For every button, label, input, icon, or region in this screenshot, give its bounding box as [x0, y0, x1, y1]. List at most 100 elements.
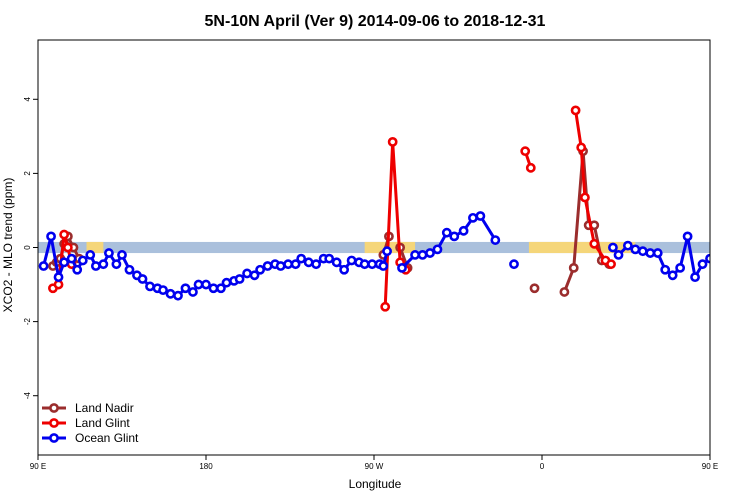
data-point [397, 262, 407, 273]
y-tick-label: 2 [23, 171, 32, 176]
data-point [660, 264, 671, 275]
data-point [117, 250, 127, 260]
data-point [111, 259, 122, 270]
data-point [652, 248, 663, 258]
data-point [283, 259, 294, 270]
data-point [378, 261, 389, 271]
data-point [637, 246, 648, 257]
data-point [77, 255, 88, 266]
series-line-0-5 [729, 262, 733, 279]
data-point [216, 283, 226, 294]
data-point [38, 261, 49, 271]
series-ocean-glint [38, 211, 750, 301]
data-point [580, 192, 590, 203]
data-point [53, 272, 64, 283]
legend-swatch-marker [49, 418, 59, 428]
data-point [410, 250, 420, 260]
data-point [714, 259, 721, 266]
data-point [290, 259, 301, 270]
data-point [62, 242, 73, 253]
series-land-glint [48, 105, 750, 312]
data-point [475, 211, 486, 221]
data-point [733, 261, 740, 268]
data-point [124, 264, 135, 275]
data-point [697, 259, 708, 270]
data-point [303, 257, 314, 268]
data-point [520, 146, 531, 157]
data-point [441, 227, 452, 238]
data-point [570, 105, 581, 116]
data-point [490, 235, 501, 245]
data-point [729, 275, 736, 282]
data-point [509, 259, 519, 270]
land-region-2 [528, 241, 636, 254]
legend-swatch-marker [49, 403, 59, 413]
data-point [667, 270, 678, 281]
data-point [359, 259, 370, 270]
data-point [255, 264, 266, 275]
legend-label: Land Glint [75, 416, 130, 430]
data-point [559, 287, 570, 297]
y-tick-label: -2 [23, 318, 32, 326]
data-point [417, 250, 428, 260]
series-line-1-1 [383, 140, 407, 307]
y-tick-label: 0 [23, 245, 32, 250]
data-point [296, 253, 307, 264]
y-tick-label: 4 [23, 97, 32, 102]
data-point [324, 253, 335, 264]
land-region-0 [86, 241, 104, 254]
x-tick-label: 90 E [30, 462, 46, 471]
data-point [576, 142, 587, 153]
plot-inner [38, 105, 750, 312]
x-tick-label: 90 W [365, 462, 384, 471]
y-tick-label: -4 [23, 392, 32, 400]
data-point [645, 248, 656, 258]
data-point [613, 250, 624, 260]
data-point [85, 250, 96, 260]
data-point [449, 231, 460, 242]
data-point [173, 290, 183, 301]
x-axis-ticks: 90 E 180 90 W 0 90 E [30, 455, 718, 471]
plot-area [37, 39, 750, 456]
data-point [158, 285, 168, 296]
data-point [630, 244, 641, 255]
data-point [98, 259, 109, 270]
data-point [346, 255, 357, 266]
x-tick-label: 90 E [702, 462, 718, 471]
data-point [682, 231, 693, 242]
data-point [744, 285, 750, 292]
data-point [589, 238, 600, 249]
data-point [719, 261, 726, 268]
data-point [221, 277, 232, 288]
data-point [746, 249, 750, 256]
data-point [165, 288, 176, 299]
data-point [468, 212, 478, 223]
series-line-2-4 [717, 253, 750, 288]
data-point [275, 261, 286, 271]
data-point [201, 279, 211, 290]
data-point [249, 270, 260, 281]
data-point [339, 264, 350, 275]
data-point [66, 253, 77, 264]
data-point [727, 251, 734, 258]
land-region-3 [736, 242, 750, 253]
data-point [188, 287, 198, 297]
data-point [740, 257, 747, 264]
data-point [382, 246, 392, 257]
data-point [525, 162, 536, 173]
data-point [208, 283, 219, 294]
data-point [234, 274, 245, 284]
data-point [425, 248, 435, 258]
data-point [59, 229, 70, 240]
data-point [59, 257, 70, 268]
data-point [262, 261, 273, 271]
data-point [46, 231, 56, 242]
y-axis-label: XCO2 - MLO trend (ppm) [1, 178, 15, 313]
data-point [690, 272, 700, 283]
series-line-2-1 [400, 214, 497, 269]
legend-label: Ocean Glint [75, 431, 139, 445]
x-tick-label: 0 [540, 462, 545, 471]
data-point [725, 259, 732, 266]
data-point [608, 242, 618, 253]
